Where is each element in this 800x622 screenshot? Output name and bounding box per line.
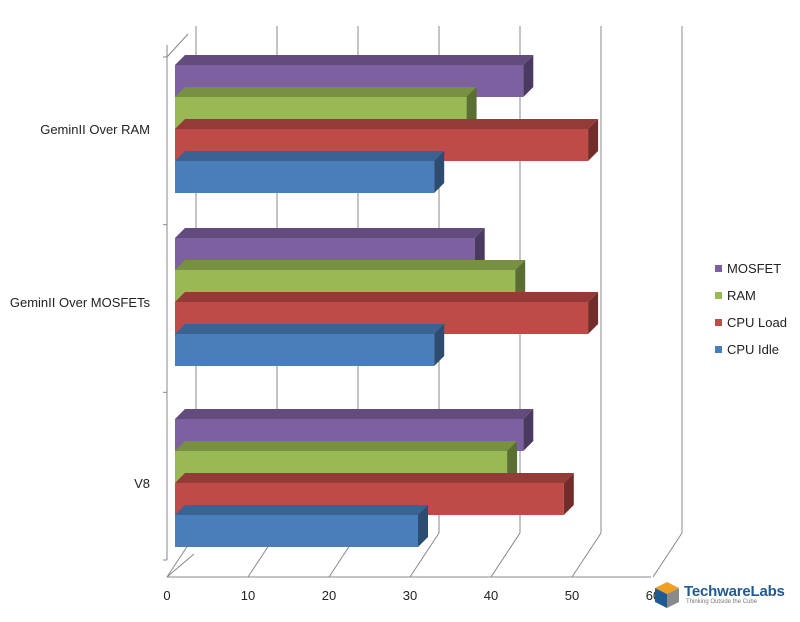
x-tick-label: 50 xyxy=(565,588,579,603)
category-label: V8 xyxy=(134,476,150,491)
legend-label: MOSFET xyxy=(727,261,781,276)
bar-top xyxy=(175,151,445,161)
floor-gridline xyxy=(490,532,521,578)
bar-top xyxy=(175,441,518,451)
x-tick-label: 20 xyxy=(322,588,336,603)
bar-front xyxy=(175,161,435,193)
floor-gridline xyxy=(571,532,602,578)
x-tick-label: 0 xyxy=(163,588,170,603)
bar-end xyxy=(418,505,428,547)
bar-top xyxy=(175,260,526,270)
bar-top xyxy=(175,87,477,97)
cube-logo-icon xyxy=(655,582,679,608)
floor-gridline xyxy=(652,532,683,578)
legend-swatch xyxy=(715,319,722,326)
category-label: GeminII Over MOSFETs xyxy=(10,295,151,310)
legend-swatch xyxy=(715,292,722,299)
bar-top xyxy=(175,228,485,238)
bar-top xyxy=(175,473,574,483)
floor-gridline xyxy=(409,532,440,578)
bar-end xyxy=(563,473,574,515)
bar-top xyxy=(175,119,599,129)
legend-swatch xyxy=(715,346,722,353)
legend-label: CPU Load xyxy=(727,315,787,330)
bar-top xyxy=(175,55,534,65)
bar xyxy=(175,324,445,366)
bar-end xyxy=(474,228,485,270)
bar-end xyxy=(588,119,599,161)
bar-end xyxy=(523,409,534,451)
bar-top xyxy=(175,324,445,334)
bar-end xyxy=(523,55,534,97)
x-tick-label: 30 xyxy=(403,588,417,603)
techwarelabs-logo: TechwareLabs Thinking Outside the Cube xyxy=(652,578,792,612)
legend: MOSFET RAM CPU Load CPU Idle xyxy=(715,261,787,357)
logo-name: TechwareLabs xyxy=(684,583,785,600)
x-tick-label: 10 xyxy=(241,588,255,603)
bar-end xyxy=(507,441,518,483)
bar-top xyxy=(175,505,428,515)
bar-top xyxy=(175,292,599,302)
bars xyxy=(175,55,599,547)
bar-front xyxy=(175,334,435,366)
bar-front xyxy=(175,515,418,547)
bar-top xyxy=(175,409,534,419)
bar-end xyxy=(434,151,445,193)
legend-swatch xyxy=(715,265,722,272)
category-label: GeminII Over RAM xyxy=(40,122,150,137)
logo-tagline: Thinking Outside the Cube xyxy=(686,599,758,605)
axis-edge-bottom xyxy=(166,553,195,578)
bar xyxy=(175,292,599,334)
legend-label: RAM xyxy=(727,288,756,303)
bar-end xyxy=(466,87,477,129)
bar-end xyxy=(515,260,526,302)
legend-label: CPU Idle xyxy=(727,342,779,357)
bar-end xyxy=(434,324,445,366)
bar xyxy=(175,151,445,193)
axis-edge-top xyxy=(166,33,189,58)
x-tick-label: 40 xyxy=(484,588,498,603)
bar-end xyxy=(588,292,599,334)
bar xyxy=(175,505,428,547)
